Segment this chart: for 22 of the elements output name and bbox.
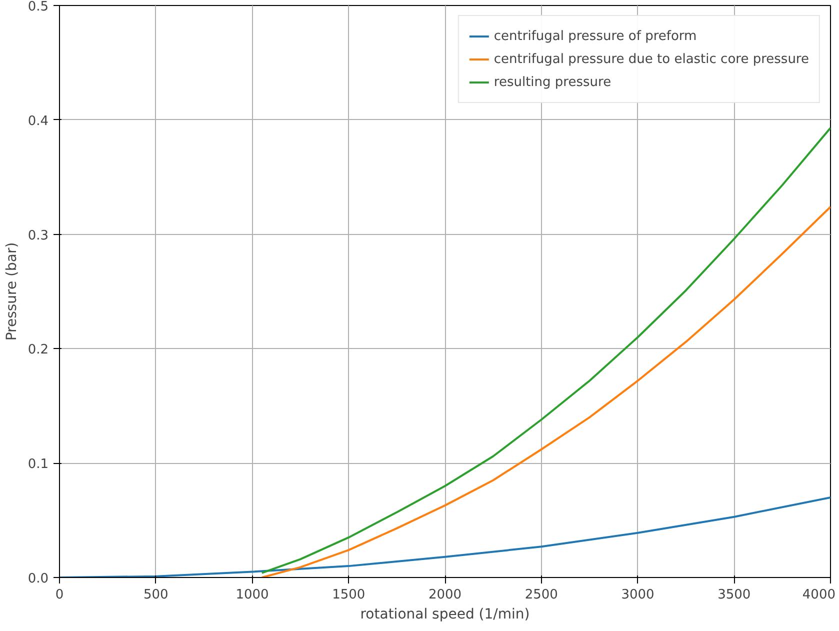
- legend-label: centrifugal pressure due to elastic core pressure: [494, 52, 809, 66]
- x-tick-label: 2000: [428, 588, 462, 602]
- x-tick-label: 4000: [802, 588, 836, 602]
- y-tick-label: 0.5: [28, 0, 49, 14]
- x-tick-label: 3000: [621, 588, 654, 602]
- y-tick-label: 0.2: [28, 342, 49, 358]
- x-tick-label: 1500: [332, 588, 366, 602]
- y-tick-label: 0.3: [28, 228, 49, 244]
- y-tick-label: 0.0: [28, 572, 49, 586]
- x-tick-label: 2500: [524, 588, 558, 602]
- x-tick-label: 0: [55, 588, 64, 602]
- line-series: [260, 126, 830, 574]
- y-tick-label: 0.4: [28, 114, 49, 129]
- legend-label: resulting pressure: [494, 74, 612, 90]
- x-tick-label: 3500: [718, 588, 751, 602]
- y-axis-title: Pressure (bar): [4, 242, 20, 341]
- y-tick-label: 0.1: [28, 457, 49, 472]
- legend-label: centrifugal pressure of preform: [494, 28, 697, 44]
- line-series: [260, 206, 830, 578]
- x-tick-label: 1000: [236, 588, 269, 602]
- x-axis-title: rotational speed (1/min): [360, 606, 530, 622]
- x-tick-label: 500: [143, 588, 168, 602]
